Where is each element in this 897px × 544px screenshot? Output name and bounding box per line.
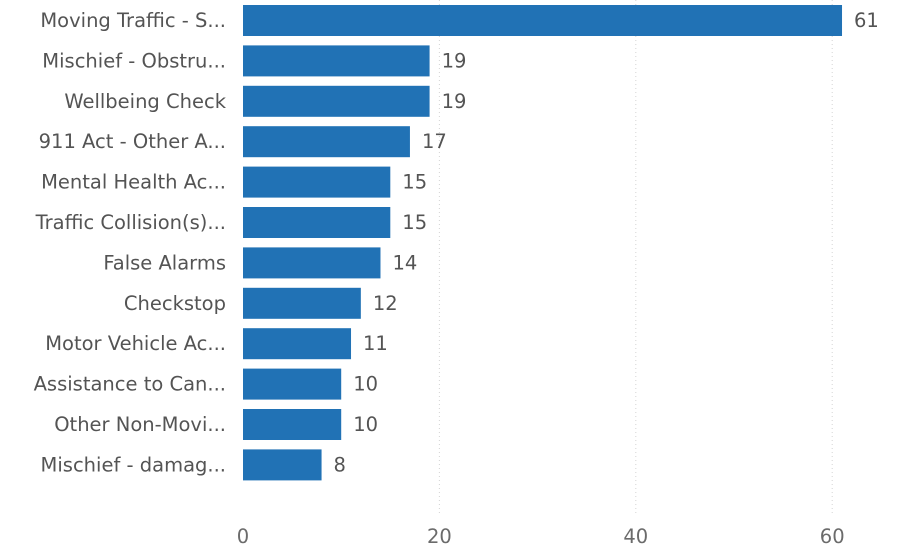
data-label: 12 [373, 292, 398, 315]
data-label: 15 [402, 171, 427, 194]
bar[interactable] [243, 45, 430, 77]
bar[interactable] [243, 287, 361, 319]
category-label: Other Non-Movi... [54, 413, 226, 436]
data-label: 17 [422, 130, 447, 153]
bars [243, 5, 843, 481]
category-label: Checkstop [124, 292, 226, 315]
data-label: 11 [363, 332, 388, 355]
category-label: Mischief - damag... [41, 453, 226, 476]
category-label: Mischief - Obstru... [42, 49, 226, 72]
bar[interactable] [243, 5, 843, 36]
data-label: 15 [402, 211, 427, 234]
data-label: 10 [353, 373, 378, 396]
bar[interactable] [243, 126, 410, 158]
x-tick-label: 40 [623, 525, 648, 544]
data-labels: 61 19 19 17 15 15 14 12 11 10 10 8 [334, 9, 879, 476]
data-label: 10 [353, 413, 378, 436]
data-label: 19 [442, 90, 467, 113]
bar[interactable] [243, 247, 381, 279]
category-label: 911 Act - Other A... [39, 130, 226, 153]
bar[interactable] [243, 449, 322, 481]
bar[interactable] [243, 409, 342, 440]
data-label: 61 [854, 9, 879, 32]
data-label: 19 [442, 49, 467, 72]
category-label: Moving Traffic - S... [40, 9, 226, 32]
category-label: Traffic Collision(s)... [35, 211, 226, 234]
category-label: False Alarms [103, 251, 226, 274]
data-label: 8 [334, 453, 346, 476]
gridlines [438, 0, 833, 515]
category-label: Motor Vehicle Ac... [45, 332, 226, 355]
data-label: 14 [392, 251, 417, 274]
x-tick-label: 20 [427, 525, 452, 544]
x-axis-ticks: 0 20 40 60 [237, 525, 845, 544]
category-label: Mental Health Ac... [41, 171, 226, 194]
category-label: Wellbeing Check [64, 90, 226, 113]
x-tick-label: 60 [820, 525, 845, 544]
category-label: Assistance to Can... [34, 373, 226, 396]
bar[interactable] [243, 328, 352, 360]
x-tick-label: 0 [237, 525, 249, 544]
bar[interactable] [243, 85, 430, 117]
bar[interactable] [243, 166, 391, 198]
bar[interactable] [243, 207, 391, 238]
category-labels: Moving Traffic - S... Mischief - Obstru..… [34, 9, 227, 476]
bar[interactable] [243, 368, 342, 400]
